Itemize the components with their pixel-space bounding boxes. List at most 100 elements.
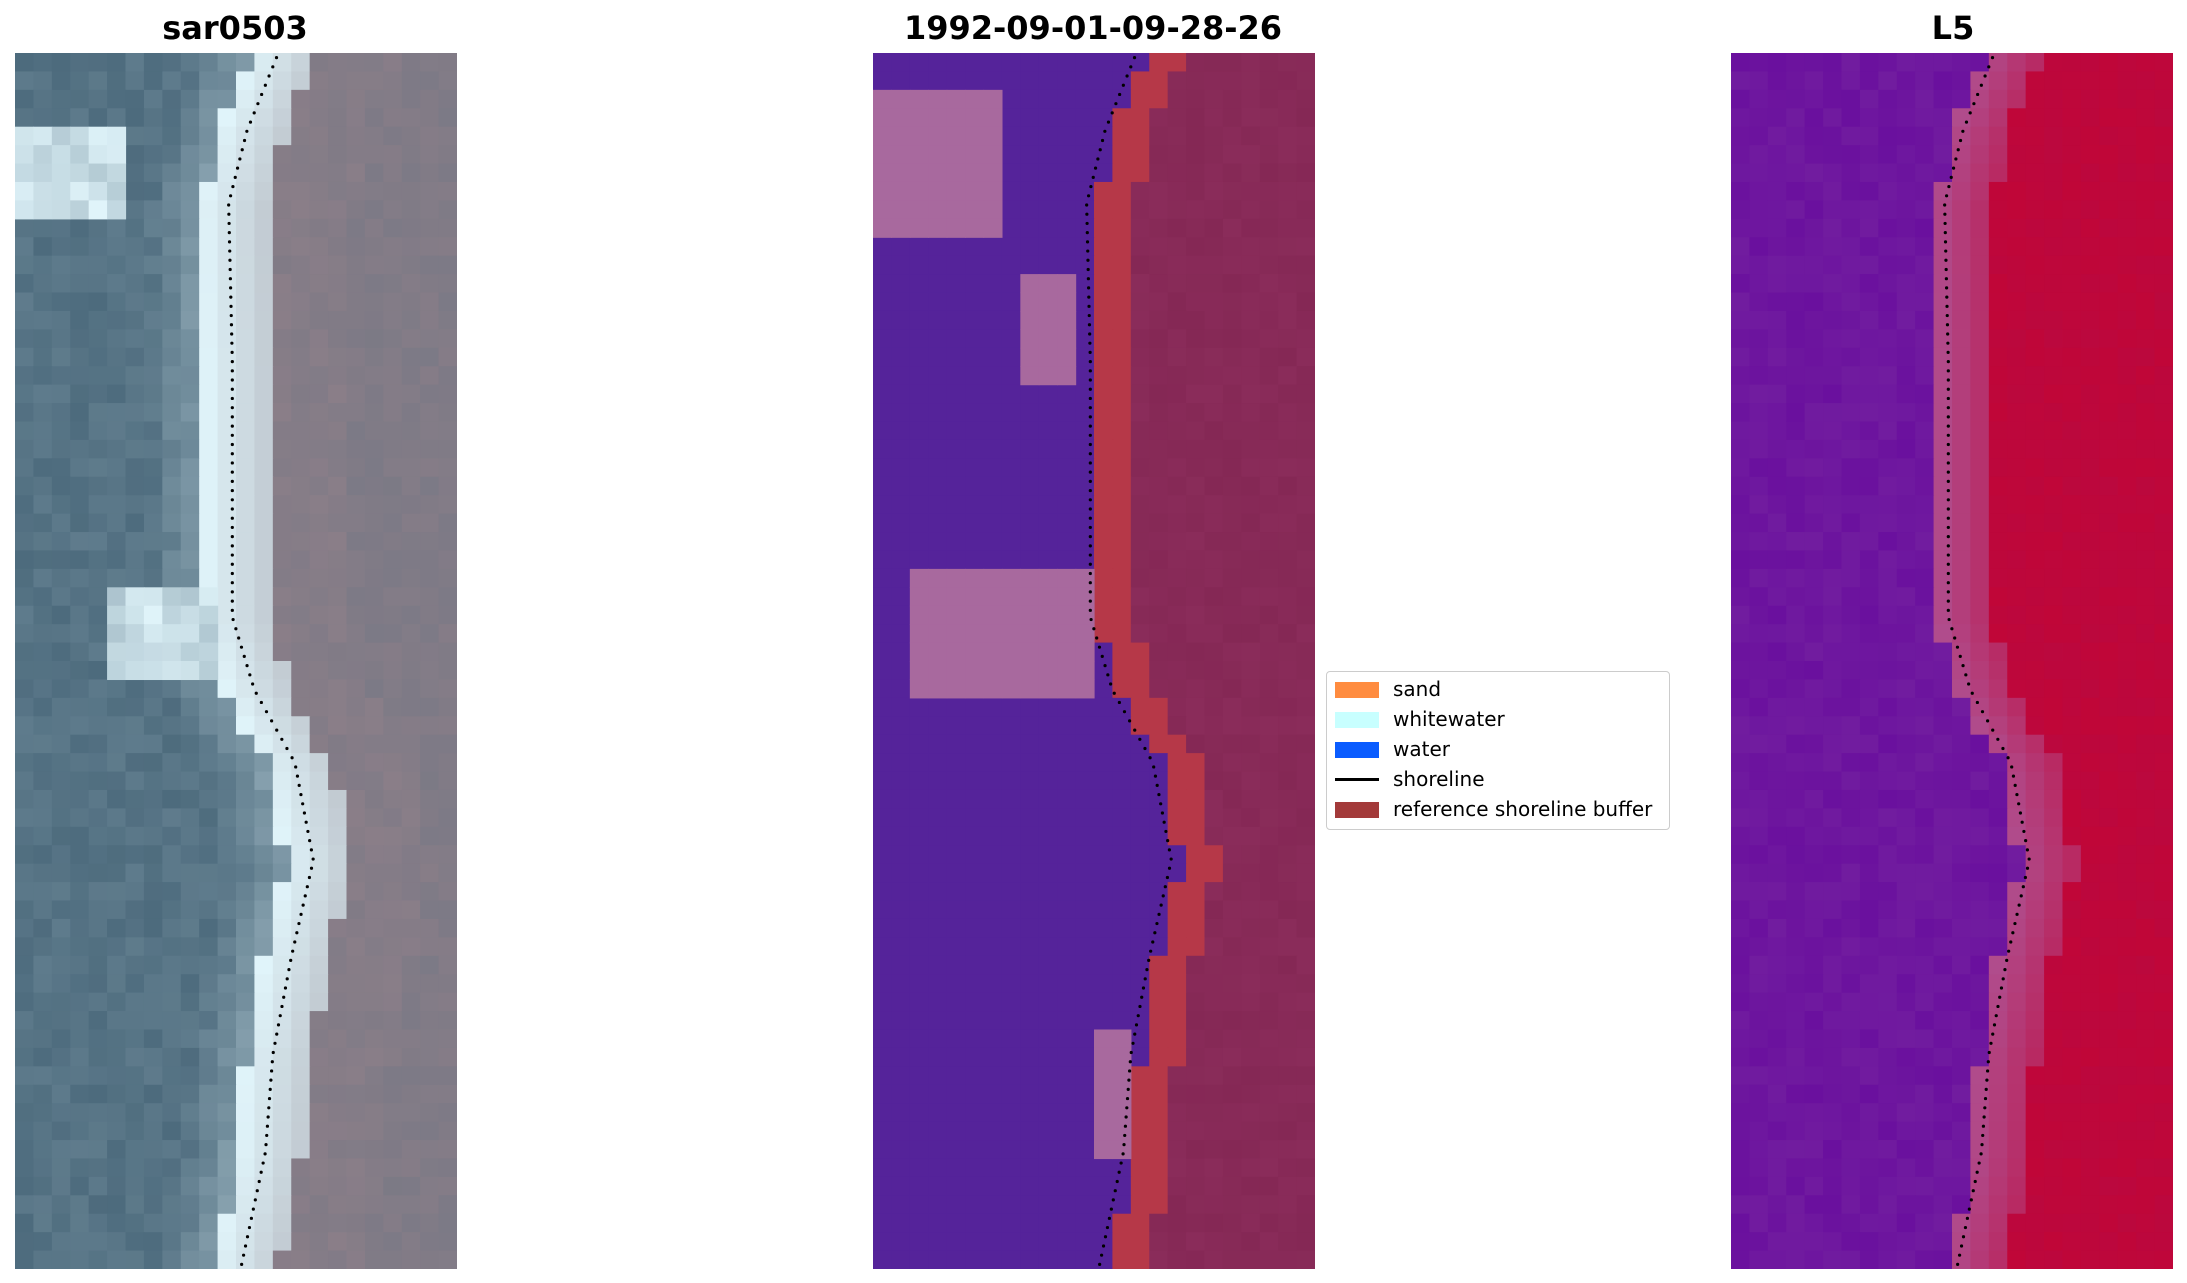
- pixel: [107, 734, 127, 754]
- pixel: [51, 237, 71, 257]
- pixel: [438, 439, 457, 459]
- pixel: [199, 403, 219, 423]
- pixel: [1988, 1029, 2008, 1049]
- pixel: [1296, 661, 1315, 681]
- pixel: [2154, 992, 2173, 1012]
- pixel: [1915, 310, 1935, 330]
- pixel: [401, 679, 421, 699]
- shoreline-point: [1143, 977, 1147, 981]
- pixel: [1057, 605, 1077, 625]
- pixel: [891, 347, 911, 367]
- pixel: [2080, 310, 2100, 330]
- pixel: [88, 421, 108, 441]
- pixel: [272, 734, 292, 754]
- pixel: [1896, 642, 1916, 662]
- pixel: [2080, 292, 2100, 312]
- pixel: [1020, 200, 1040, 220]
- pixel: [70, 900, 90, 920]
- pixel: [162, 218, 182, 238]
- pixel: [1038, 974, 1058, 994]
- pixel: [51, 495, 71, 515]
- pixel: [2062, 292, 2082, 312]
- pixel: [2117, 495, 2137, 515]
- shoreline-point: [256, 102, 260, 106]
- pixel: [965, 900, 985, 920]
- pixel: [1057, 366, 1077, 386]
- pixel: [928, 53, 948, 73]
- pixel: [2154, 329, 2173, 349]
- pixel: [1112, 274, 1132, 294]
- pixel: [107, 1047, 127, 1067]
- pixel: [1020, 126, 1040, 146]
- pixel: [420, 605, 440, 625]
- pixel: [1075, 218, 1095, 238]
- pixel: [1130, 661, 1150, 681]
- pixel: [946, 532, 966, 552]
- pixel: [1259, 1195, 1279, 1215]
- pixel: [1970, 218, 1990, 238]
- pixel: [1896, 292, 1916, 312]
- pixel: [1933, 126, 1953, 146]
- shoreline-point: [253, 1198, 257, 1202]
- pixel: [1278, 237, 1298, 257]
- pixel: [1149, 771, 1169, 791]
- pixel: [1259, 108, 1279, 128]
- shoreline-point: [271, 1050, 275, 1055]
- pixel: [928, 403, 948, 423]
- pixel: [1878, 974, 1898, 994]
- pixel: [946, 108, 966, 128]
- pixel: [1020, 753, 1040, 773]
- pixel: [1112, 624, 1132, 644]
- pixel: [965, 716, 985, 736]
- pixel: [1878, 1011, 1898, 1031]
- pixel: [383, 753, 403, 773]
- pixel: [254, 458, 274, 478]
- pixel: [928, 716, 948, 736]
- pixel: [1057, 458, 1077, 478]
- pixel: [1057, 255, 1077, 275]
- pixel: [928, 200, 948, 220]
- pixel: [1241, 1103, 1261, 1123]
- pixel: [1094, 89, 1114, 109]
- pixel: [1241, 642, 1261, 662]
- pixel: [1915, 532, 1935, 552]
- pixel: [401, 587, 421, 607]
- pixel: [70, 661, 90, 681]
- pixel: [946, 274, 966, 294]
- pixel: [2099, 845, 2119, 865]
- shoreline-point: [1111, 1198, 1115, 1202]
- pixel: [1167, 1084, 1187, 1104]
- pixel: [33, 1084, 53, 1104]
- pixel: [180, 1047, 200, 1067]
- pixel: [2062, 108, 2082, 128]
- pixel: [420, 53, 440, 73]
- pixel: [125, 200, 145, 220]
- pixel: [928, 310, 948, 330]
- pixel: [1296, 347, 1315, 367]
- pixel: [1804, 126, 1824, 146]
- shoreline-point: [301, 802, 305, 806]
- pixel: [291, 771, 311, 791]
- pixel: [33, 1176, 53, 1196]
- pixel: [2099, 568, 2119, 588]
- pixel: [217, 403, 237, 423]
- pixel: [1149, 1066, 1169, 1086]
- pixel: [1278, 53, 1298, 73]
- pixel: [1749, 274, 1769, 294]
- pixel: [946, 734, 966, 754]
- pixel: [1038, 163, 1058, 183]
- pixel: [1786, 126, 1806, 146]
- pixel: [1186, 753, 1206, 773]
- pixel: [1259, 274, 1279, 294]
- pixel: [70, 771, 90, 791]
- pixel: [2025, 458, 2045, 478]
- pixel: [965, 145, 985, 165]
- pixel: [1149, 753, 1169, 773]
- pixel: [1878, 513, 1898, 533]
- pixel: [125, 955, 145, 975]
- pixel: [891, 550, 911, 570]
- pixel: [383, 568, 403, 588]
- pixel: [2044, 126, 2064, 146]
- pixel: [1149, 808, 1169, 828]
- pixel: [1167, 937, 1187, 957]
